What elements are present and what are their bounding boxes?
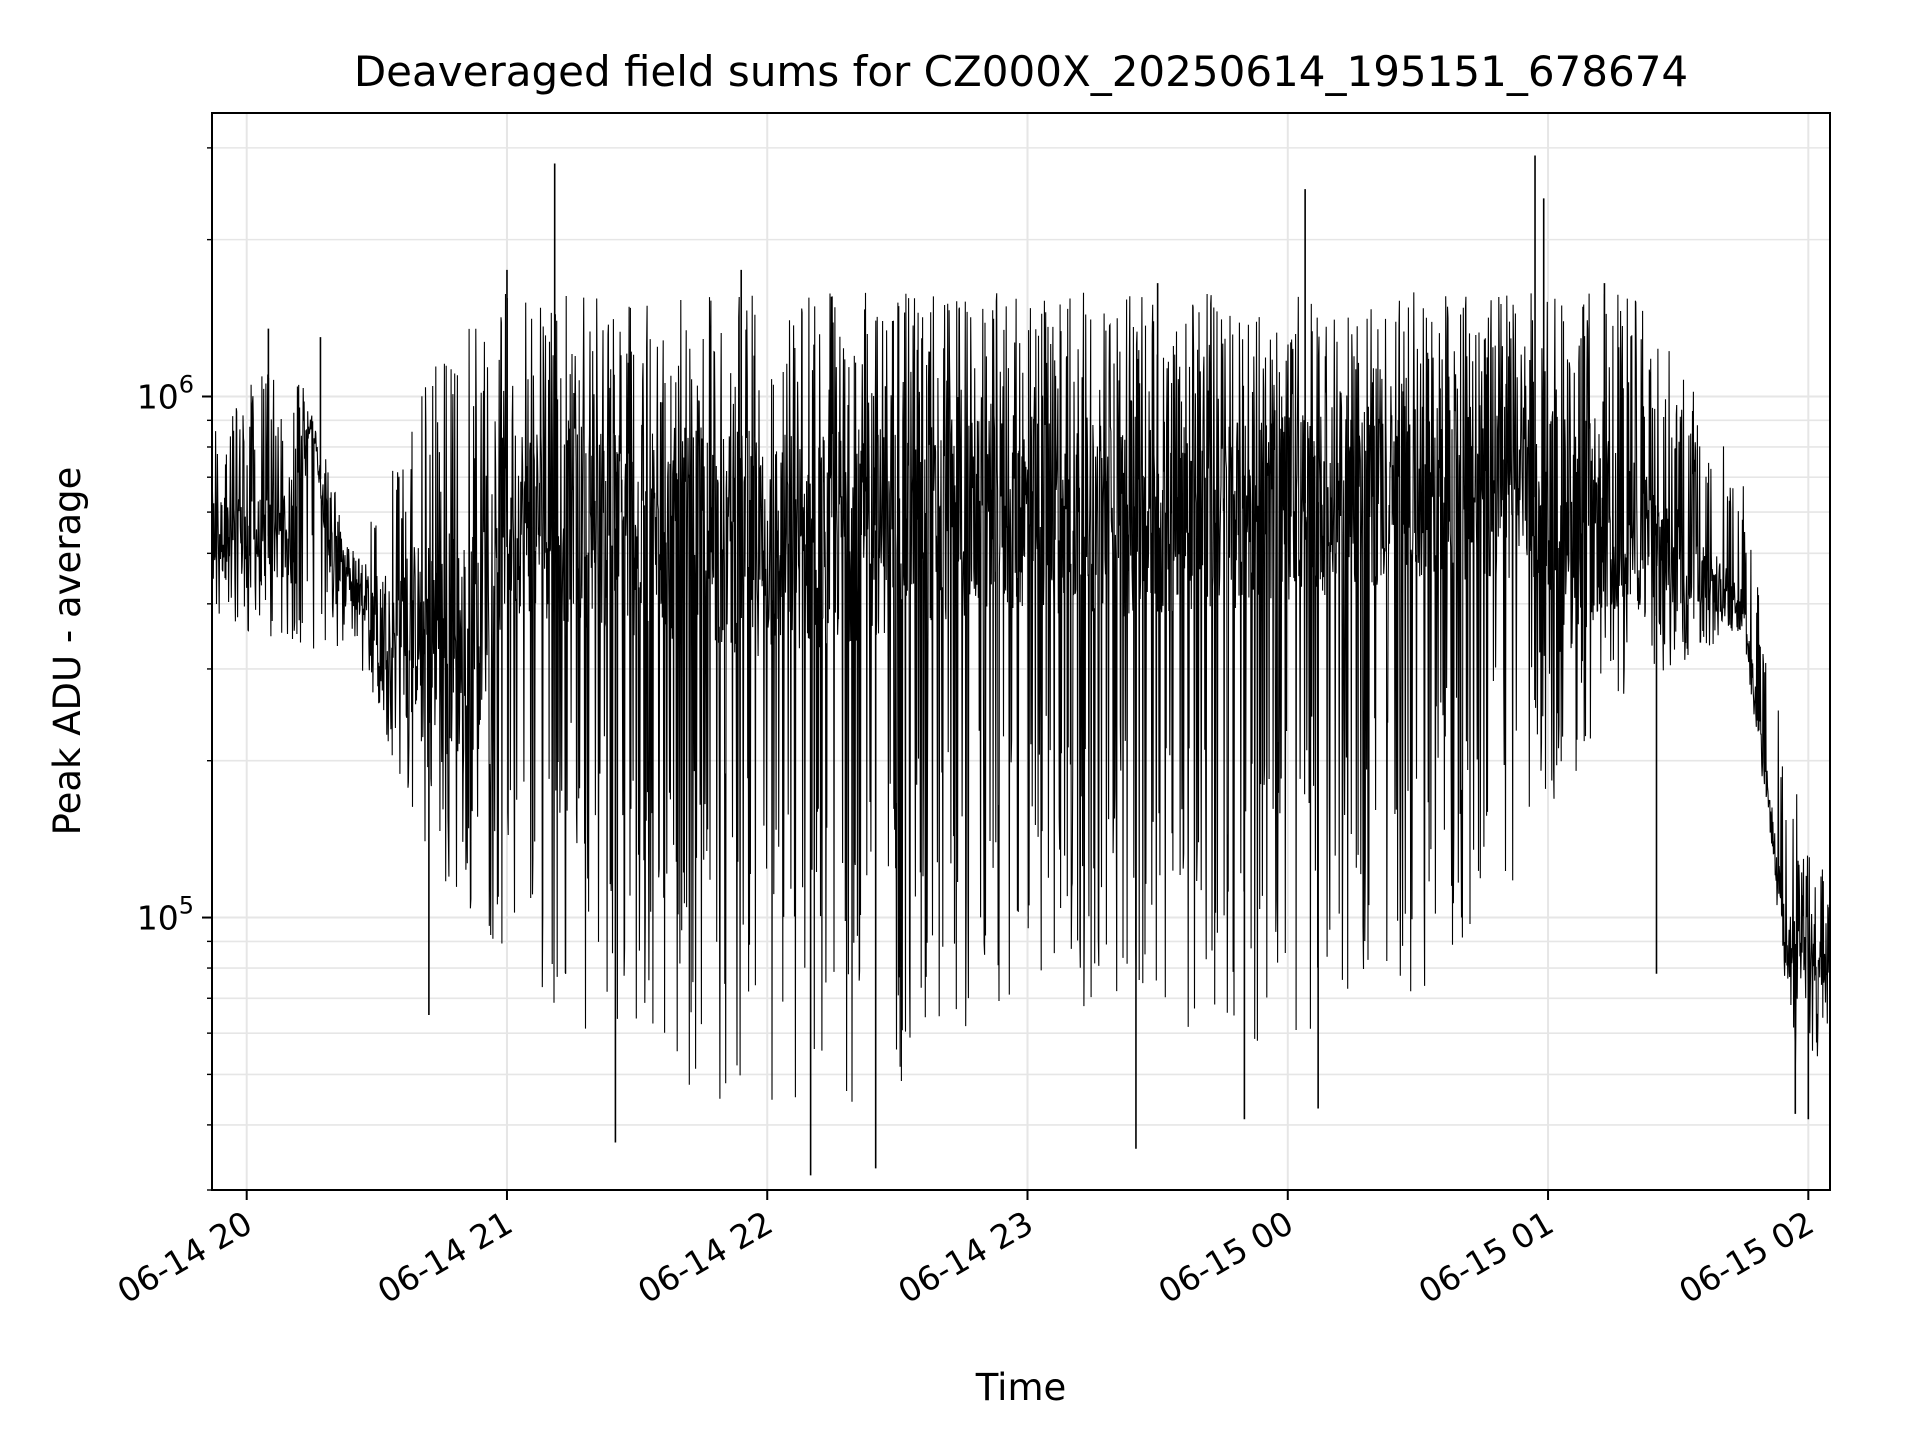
chart-title: Deaveraged field sums for CZ000X_2025061…: [354, 47, 1688, 96]
y-tick-label: 105: [137, 892, 194, 938]
grid: [212, 113, 1830, 1191]
y-axis: 105 106: [137, 147, 212, 1191]
plot-frame: [211, 112, 1831, 1191]
y-tick-label: 106: [137, 370, 194, 416]
x-axis-label: Time: [975, 1366, 1067, 1409]
y-axis-label: Peak ADU - average: [46, 467, 89, 836]
series-line: [211, 292, 1831, 1102]
series-layer: [211, 155, 1831, 1176]
